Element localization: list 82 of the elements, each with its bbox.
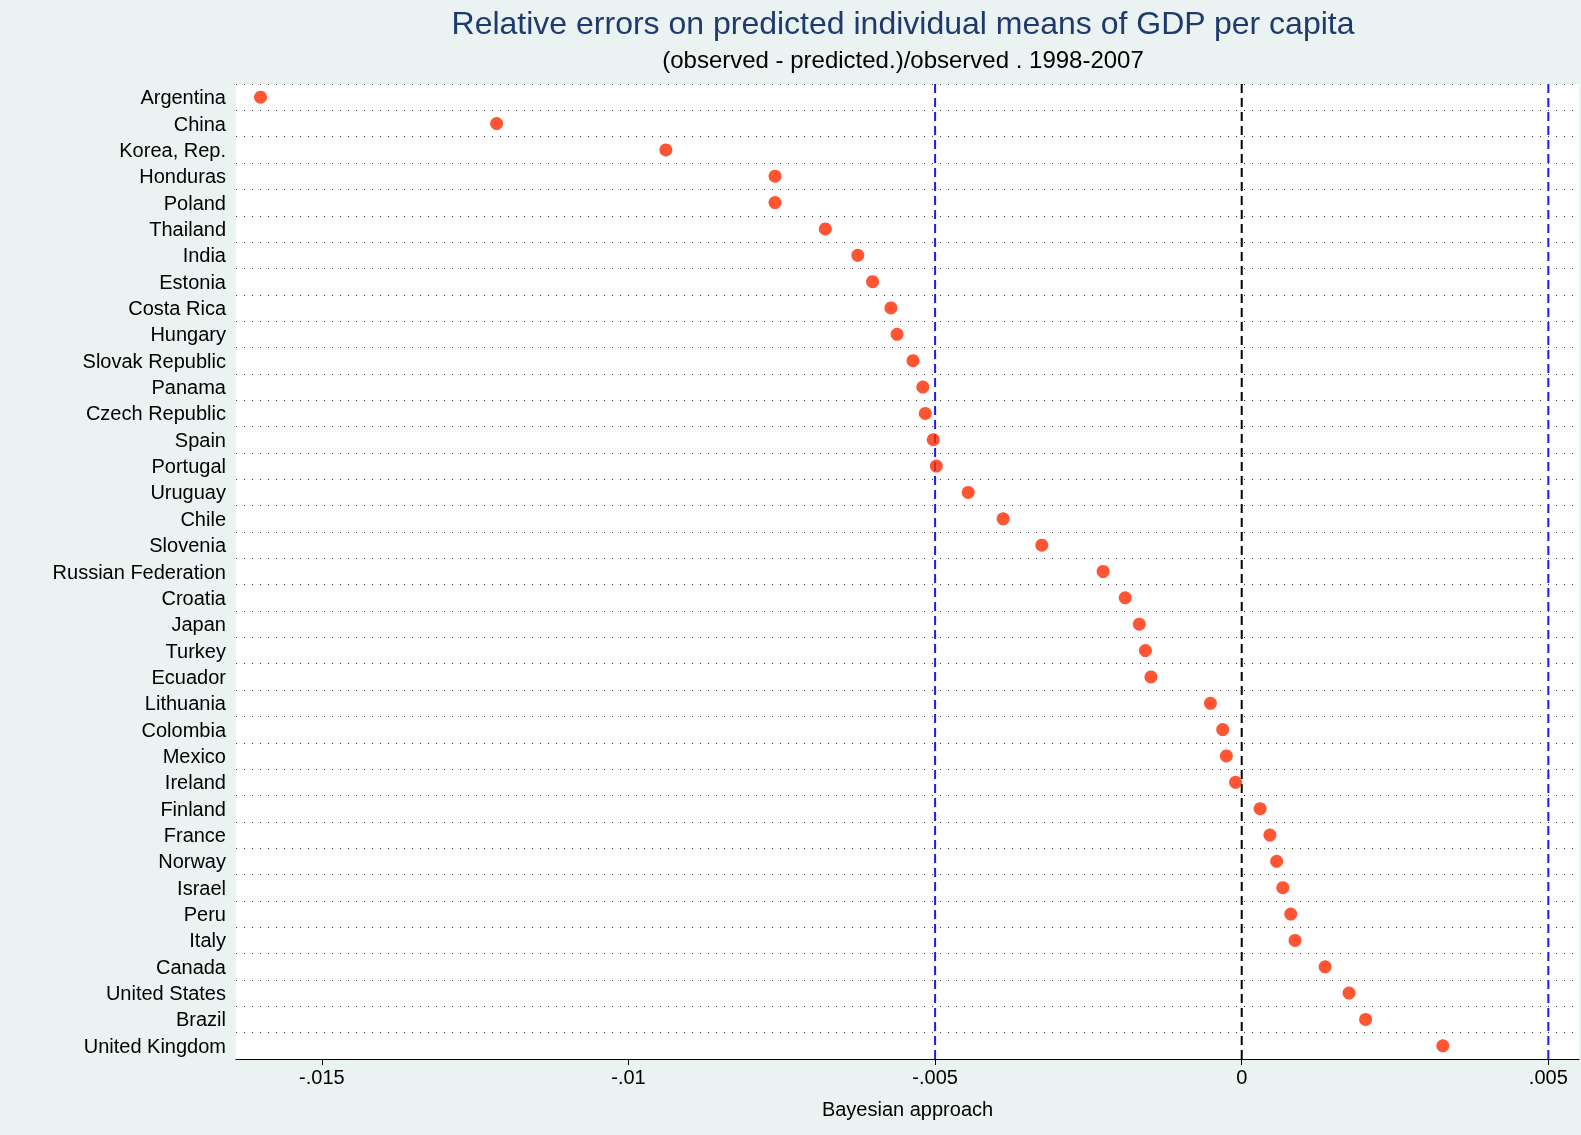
y-tick-label: Japan — [171, 613, 226, 636]
y-tick-label: Croatia — [161, 586, 227, 609]
y-tick-label: Turkey — [165, 639, 226, 662]
point — [1138, 644, 1152, 658]
point — [851, 248, 865, 262]
point — [1436, 1039, 1450, 1053]
y-tick-label: Finland — [160, 797, 226, 820]
x-tick-label: -.005 — [912, 1066, 958, 1088]
point — [1263, 828, 1277, 842]
point — [768, 196, 782, 210]
point — [866, 275, 880, 289]
point — [1229, 775, 1243, 789]
y-tick-label: Korea, Rep. — [119, 138, 226, 161]
point — [1118, 591, 1132, 605]
chart-subtitle: (observed - predicted.)/observed . 1998-2007 — [662, 45, 1144, 73]
point — [254, 90, 268, 104]
y-tick-label: Brazil — [175, 1008, 226, 1031]
y-tick-label: Peru — [183, 903, 226, 926]
point — [884, 301, 898, 315]
x-tick-label: .005 — [1528, 1066, 1568, 1088]
y-tick-label: Chile — [180, 507, 226, 530]
point — [1216, 723, 1230, 737]
y-tick-label: Slovak Republic — [82, 349, 226, 372]
y-tick-label: Lithuania — [144, 692, 227, 715]
y-tick-label: Costa Rica — [128, 296, 227, 319]
point — [929, 459, 943, 473]
point — [906, 354, 920, 368]
y-tick-label: China — [173, 112, 227, 135]
point — [1132, 617, 1146, 631]
y-tick-label: Italy — [189, 929, 226, 952]
point — [918, 406, 932, 420]
y-tick-label: Czech Republic — [85, 402, 226, 425]
point — [961, 485, 975, 499]
y-tick-label: Panama — [151, 376, 227, 399]
y-tick-label: Slovenia — [149, 534, 227, 557]
y-tick-label: Portugal — [151, 455, 226, 478]
point — [1096, 565, 1110, 578]
point — [490, 117, 504, 131]
y-tick-label: Hungary — [150, 323, 226, 346]
y-tick-label: Argentina — [140, 86, 227, 109]
y-tick-label: Canada — [155, 955, 227, 978]
point — [1144, 670, 1158, 684]
point — [1288, 933, 1302, 947]
point — [890, 327, 904, 341]
y-tick-label: India — [182, 244, 227, 267]
point — [659, 143, 673, 157]
y-tick-label: Estonia — [159, 270, 227, 293]
point — [1035, 538, 1049, 552]
point — [818, 222, 832, 236]
y-tick-label: Ecuador — [151, 665, 227, 688]
x-tick-label: -.015 — [299, 1066, 345, 1088]
y-tick-label: Norway — [158, 850, 226, 873]
y-tick-label: Ireland — [164, 771, 226, 794]
y-tick-label: Russian Federation — [52, 560, 226, 583]
point — [1253, 802, 1267, 816]
x-tick-label: 0 — [1236, 1066, 1248, 1088]
point — [926, 433, 940, 447]
point — [996, 512, 1010, 526]
y-tick-label: Colombia — [141, 718, 227, 741]
x-axis-title: Bayesian approach — [821, 1098, 994, 1120]
y-tick-label: Uruguay — [150, 481, 226, 504]
y-tick-label: United Kingdom — [83, 1034, 226, 1057]
point — [1284, 907, 1298, 921]
point — [916, 380, 930, 394]
chart-title: Relative errors on predicted individual means of GDP per capita — [451, 5, 1355, 41]
y-tick-label: Thailand — [149, 217, 226, 240]
x-tick-label: -.01 — [611, 1066, 646, 1088]
point — [1318, 960, 1332, 974]
point — [1276, 881, 1290, 895]
point — [1342, 986, 1356, 1000]
point — [1359, 1012, 1373, 1026]
point — [1203, 696, 1217, 710]
y-tick-label: Mexico — [162, 744, 226, 767]
y-tick-label: Honduras — [139, 165, 226, 188]
point — [1219, 749, 1233, 763]
y-tick-label: Poland — [163, 191, 226, 214]
y-tick-label: France — [163, 824, 226, 847]
y-tick-label: United States — [105, 982, 226, 1005]
y-tick-label: Spain — [174, 428, 226, 451]
point — [768, 169, 782, 183]
point — [1270, 854, 1284, 868]
y-tick-label: Israel — [177, 876, 226, 899]
